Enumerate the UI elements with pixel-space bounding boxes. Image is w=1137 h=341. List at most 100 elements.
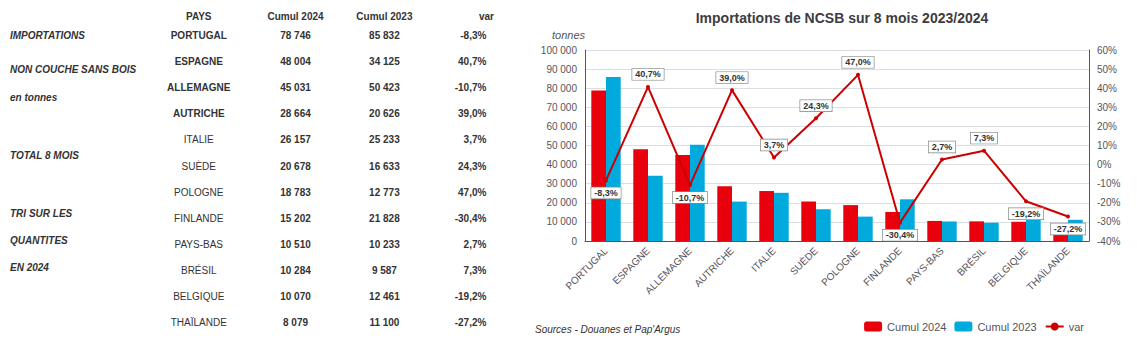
svg-text:THAÏLANDE: THAÏLANDE xyxy=(171,317,227,328)
svg-text:Cumul 2023: Cumul 2023 xyxy=(356,11,413,22)
svg-text:SUÈDE: SUÈDE xyxy=(182,160,217,172)
svg-text:SUÈDE: SUÈDE xyxy=(787,244,820,277)
svg-text:50 000: 50 000 xyxy=(546,140,577,151)
svg-text:10 233: 10 233 xyxy=(369,239,400,250)
svg-text:7,3%: 7,3% xyxy=(464,265,487,276)
svg-text:PORTUGAL: PORTUGAL xyxy=(171,30,227,41)
svg-text:25 233: 25 233 xyxy=(369,134,400,145)
svg-text:-30,4%: -30,4% xyxy=(455,213,487,224)
svg-text:-8,3%: -8,3% xyxy=(460,30,486,41)
svg-text:EN 2024: EN 2024 xyxy=(10,262,49,273)
svg-text:THAÏLANDE: THAÏLANDE xyxy=(1024,245,1072,293)
svg-text:tonnes: tonnes xyxy=(552,29,586,41)
svg-text:-19,2%: -19,2% xyxy=(455,291,487,302)
svg-text:AUTRICHE: AUTRICHE xyxy=(173,108,225,119)
svg-text:ESPAGNE: ESPAGNE xyxy=(175,56,223,67)
svg-text:BELGIQUE: BELGIQUE xyxy=(986,245,1030,289)
svg-text:9 587: 9 587 xyxy=(372,265,397,276)
svg-text:Importations de NCSB sur 8 moi: Importations de NCSB sur 8 mois 2023/202… xyxy=(696,10,989,26)
svg-text:100 000: 100 000 xyxy=(541,45,578,56)
svg-text:3,7%: 3,7% xyxy=(764,140,785,150)
svg-text:90 000: 90 000 xyxy=(546,64,577,75)
svg-text:-10,7%: -10,7% xyxy=(455,82,487,93)
svg-text:7,3%: 7,3% xyxy=(974,133,995,143)
svg-text:NON COUCHE SANS BOIS: NON COUCHE SANS BOIS xyxy=(10,64,136,75)
svg-text:PAYS-BAS: PAYS-BAS xyxy=(904,245,946,287)
svg-text:78 746: 78 746 xyxy=(280,30,311,41)
svg-text:24,3%: 24,3% xyxy=(458,161,486,172)
svg-text:-27,2%: -27,2% xyxy=(1054,224,1083,234)
svg-text:ITALIE: ITALIE xyxy=(184,134,214,145)
svg-text:45 031: 45 031 xyxy=(280,82,311,93)
svg-text:QUANTITES: QUANTITES xyxy=(10,235,68,246)
svg-text:-10,7%: -10,7% xyxy=(676,193,705,203)
svg-text:2,7%: 2,7% xyxy=(464,239,487,250)
svg-text:AUTRICHE: AUTRICHE xyxy=(692,245,736,289)
svg-text:FINLANDE: FINLANDE xyxy=(174,213,224,224)
svg-text:-20%: -20% xyxy=(1097,197,1120,208)
svg-text:60%: 60% xyxy=(1097,45,1117,56)
svg-text:Cumul 2024: Cumul 2024 xyxy=(887,321,946,333)
svg-text:60 000: 60 000 xyxy=(546,121,577,132)
svg-text:40%: 40% xyxy=(1097,83,1117,94)
svg-text:ITALIE: ITALIE xyxy=(749,245,778,274)
svg-text:ALLEMAGNE: ALLEMAGNE xyxy=(643,245,694,296)
svg-text:POLOGNE: POLOGNE xyxy=(819,245,862,288)
svg-text:0%: 0% xyxy=(1097,159,1112,170)
svg-text:24,3%: 24,3% xyxy=(803,101,829,111)
svg-text:-40%: -40% xyxy=(1097,236,1120,247)
svg-text:47,0%: 47,0% xyxy=(458,187,486,198)
svg-text:10 510: 10 510 xyxy=(280,239,311,250)
svg-text:50 423: 50 423 xyxy=(369,82,400,93)
svg-text:70 000: 70 000 xyxy=(546,102,577,113)
svg-text:var: var xyxy=(479,11,494,22)
svg-text:40 000: 40 000 xyxy=(546,159,577,170)
svg-text:15 202: 15 202 xyxy=(280,213,311,224)
svg-text:BELGIQUE: BELGIQUE xyxy=(173,291,224,302)
svg-text:39,0%: 39,0% xyxy=(458,108,486,119)
svg-text:TRI SUR LES: TRI SUR LES xyxy=(10,208,73,219)
svg-text:47,0%: 47,0% xyxy=(845,57,871,67)
svg-text:16 633: 16 633 xyxy=(369,161,400,172)
svg-text:Cumul 2023: Cumul 2023 xyxy=(977,321,1036,333)
svg-text:8 079: 8 079 xyxy=(283,317,308,328)
svg-text:34 125: 34 125 xyxy=(369,56,400,67)
svg-text:PAYS: PAYS xyxy=(186,11,212,22)
svg-text:18 783: 18 783 xyxy=(280,187,311,198)
svg-text:85 832: 85 832 xyxy=(369,30,400,41)
svg-text:FINLANDE: FINLANDE xyxy=(861,245,904,288)
svg-text:ESPAGNE: ESPAGNE xyxy=(610,245,652,287)
svg-text:11 100: 11 100 xyxy=(369,317,399,328)
svg-text:var: var xyxy=(1069,321,1085,333)
svg-text:-30%: -30% xyxy=(1097,216,1120,227)
svg-text:12 773: 12 773 xyxy=(369,187,400,198)
svg-text:en tonnes: en tonnes xyxy=(10,92,58,103)
svg-text:-10%: -10% xyxy=(1097,178,1120,189)
svg-text:30 000: 30 000 xyxy=(546,178,577,189)
svg-text:10 284: 10 284 xyxy=(280,265,311,276)
svg-text:20 678: 20 678 xyxy=(280,161,311,172)
svg-text:-30,4%: -30,4% xyxy=(886,230,915,240)
svg-text:40,7%: 40,7% xyxy=(635,69,661,79)
svg-text:Cumul 2024: Cumul 2024 xyxy=(267,11,324,22)
svg-text:10 000: 10 000 xyxy=(546,216,577,227)
svg-text:IMPORTATIONS: IMPORTATIONS xyxy=(10,30,85,41)
svg-text:PORTUGAL: PORTUGAL xyxy=(563,245,610,292)
svg-text:ALLEMAGNE: ALLEMAGNE xyxy=(167,82,231,93)
svg-text:40,7%: 40,7% xyxy=(458,56,486,67)
svg-text:0: 0 xyxy=(571,236,577,247)
svg-text:BRÉSIL: BRÉSIL xyxy=(181,264,217,276)
svg-text:48 004: 48 004 xyxy=(280,56,311,67)
svg-text:-8,3%: -8,3% xyxy=(594,188,618,198)
svg-text:POLOGNE: POLOGNE xyxy=(174,187,224,198)
svg-text:21 828: 21 828 xyxy=(369,213,400,224)
svg-text:10%: 10% xyxy=(1097,140,1117,151)
svg-text:Sources - Douanes et Pap'Argus: Sources - Douanes et Pap'Argus xyxy=(535,324,680,335)
svg-text:20 000: 20 000 xyxy=(546,197,577,208)
svg-text:20 626: 20 626 xyxy=(369,108,400,119)
svg-text:-19,2%: -19,2% xyxy=(1012,209,1041,219)
svg-text:80 000: 80 000 xyxy=(546,83,577,94)
svg-text:-27,2%: -27,2% xyxy=(455,317,487,328)
svg-text:12 461: 12 461 xyxy=(369,291,400,302)
svg-text:20%: 20% xyxy=(1097,121,1117,132)
